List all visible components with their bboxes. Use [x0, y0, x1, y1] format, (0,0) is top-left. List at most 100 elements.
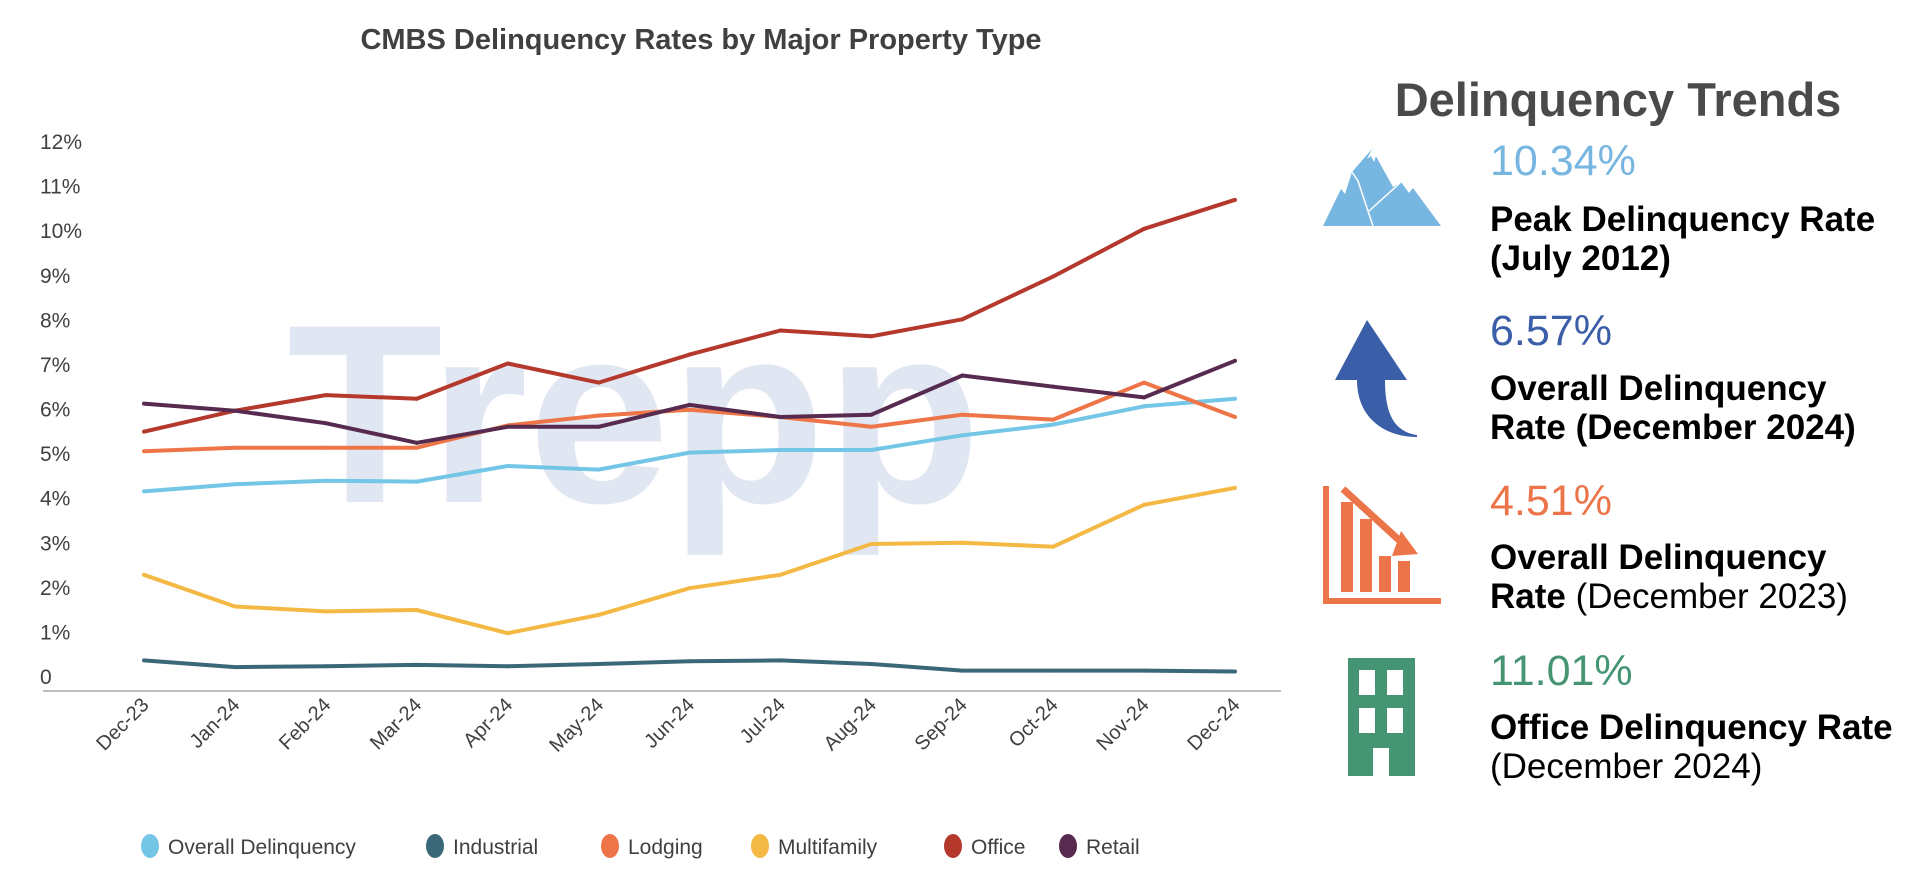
y-tick-label: 6%: [40, 399, 70, 422]
data-point: [869, 412, 874, 417]
data-point: [596, 380, 601, 385]
stat-value-overall-2023: 4.51%: [1490, 477, 1612, 525]
stat-label-office-date: (December 2024): [1490, 747, 1763, 786]
data-point: [960, 668, 965, 673]
data-point: [323, 445, 328, 450]
data-point: [687, 450, 692, 455]
data-point: [142, 429, 146, 434]
legend-marker: [601, 834, 619, 858]
x-tick-label: Sep-24: [911, 694, 972, 755]
x-tick-label: Mar-24: [366, 694, 426, 754]
legend-item: Industrial: [426, 834, 538, 859]
y-tick-label: 5%: [40, 443, 70, 466]
data-point: [869, 334, 874, 339]
legend-label: Multifamily: [778, 836, 878, 859]
data-point: [778, 414, 783, 419]
data-point: [414, 445, 419, 450]
data-point: [505, 361, 510, 366]
y-tick-label: 10%: [40, 220, 82, 243]
y-tick-label: 3%: [40, 532, 70, 555]
stat-label-overall-2023-date: Rate (December 2023): [1490, 577, 1848, 616]
data-point: [1142, 395, 1147, 400]
data-point: [1051, 274, 1056, 279]
x-tick-label: Jun-24: [640, 694, 699, 753]
data-point: [1233, 485, 1237, 490]
data-point: [960, 373, 965, 378]
data-point: [596, 467, 601, 472]
stat-label-overall-2024: Overall Delinquency: [1490, 369, 1827, 408]
data-point: [142, 658, 146, 663]
data-point: [1142, 668, 1147, 673]
stat-label-peak: Peak Delinquency Rate: [1490, 200, 1876, 239]
x-tick-label: Feb-24: [275, 694, 335, 754]
x-tick-label: Jul-24: [736, 694, 790, 748]
data-point: [1142, 404, 1147, 409]
x-tick-label: Oct-24: [1005, 694, 1063, 752]
legend-marker: [1059, 834, 1077, 858]
x-tick-label: Aug-24: [820, 694, 881, 755]
data-point: [1051, 384, 1056, 389]
data-point: [778, 447, 783, 452]
legend-item: Overall Delinquency: [141, 834, 356, 859]
x-tick-label: Dec-23: [92, 694, 153, 755]
data-point: [414, 662, 419, 667]
data-point: [869, 542, 874, 547]
stat-label-peak-date: (July 2012): [1490, 239, 1671, 278]
data-point: [1051, 544, 1056, 549]
x-tick-label: Nov-24: [1092, 694, 1153, 755]
y-tick-label: 4%: [40, 488, 70, 511]
data-point: [505, 464, 510, 469]
data-point: [960, 317, 965, 322]
data-point: [232, 665, 237, 670]
y-tick-label: 2%: [40, 577, 70, 600]
declining-bar-chart-icon: [1323, 486, 1441, 604]
stat-label-rate: Rate: [1490, 577, 1566, 616]
line-chart: Trepp CMBS Delinquency Rates by Major Pr…: [40, 24, 1281, 859]
data-point: [505, 631, 510, 636]
data-point: [778, 328, 783, 333]
data-point: [232, 604, 237, 609]
y-tick-label: 0: [40, 666, 52, 689]
legend-item: Multifamily: [751, 834, 878, 859]
data-point: [232, 408, 237, 413]
data-point: [142, 401, 146, 406]
stat-value-peak: 10.34%: [1490, 137, 1636, 185]
curved-up-arrow-icon: [1335, 320, 1417, 437]
data-point: [596, 424, 601, 429]
data-point: [687, 352, 692, 357]
data-point: [323, 478, 328, 483]
data-point: [869, 424, 874, 429]
data-point: [1233, 358, 1237, 363]
data-point: [960, 540, 965, 545]
data-point: [778, 658, 783, 663]
data-point: [687, 402, 692, 407]
y-tick-label: 1%: [40, 621, 70, 644]
data-point: [687, 586, 692, 591]
data-point: [687, 407, 692, 412]
panel-title: Delinquency Trends: [1394, 73, 1842, 126]
data-point: [1051, 417, 1056, 422]
data-point: [869, 447, 874, 452]
data-point: [869, 661, 874, 666]
data-point: [1233, 396, 1237, 401]
x-tick-label: Dec-24: [1183, 694, 1244, 755]
legend-item: Office: [944, 834, 1025, 859]
legend-item: Retail: [1059, 834, 1140, 859]
data-point: [1051, 422, 1056, 427]
stat-value-overall-2024: 6.57%: [1490, 307, 1612, 355]
stat-label-overall-2024-date: Rate (December 2024): [1490, 408, 1856, 447]
data-point: [505, 664, 510, 669]
legend-marker: [426, 834, 444, 858]
data-point: [505, 424, 510, 429]
data-point: [687, 659, 692, 664]
chart-title: CMBS Delinquency Rates by Major Property…: [360, 24, 1041, 56]
y-tick-label: 9%: [40, 265, 70, 288]
data-point: [596, 612, 601, 617]
legend-marker: [944, 834, 962, 858]
data-point: [1051, 668, 1056, 673]
data-point: [323, 609, 328, 614]
data-point: [323, 664, 328, 669]
legend-marker: [751, 834, 769, 858]
data-point: [1233, 197, 1237, 202]
data-point: [960, 412, 965, 417]
